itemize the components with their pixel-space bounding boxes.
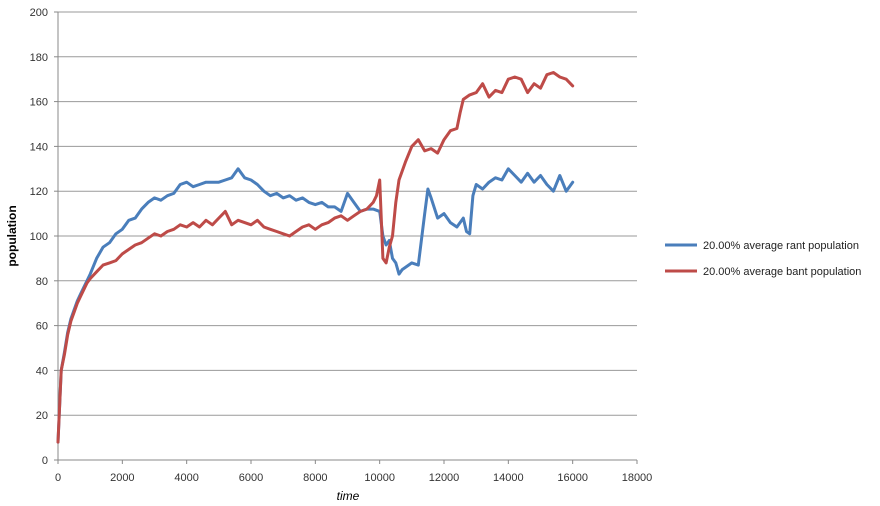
x-tick-label: 12000 — [429, 472, 460, 484]
y-tick-label: 200 — [30, 7, 48, 19]
series-line-bant — [56, 71, 575, 444]
legend: 20.00% average rant population 20.00% ave… — [665, 240, 861, 278]
gridlines — [58, 11, 637, 416]
y-tick-label: 40 — [36, 365, 48, 377]
y-tick-label: 160 — [30, 97, 48, 109]
x-tick-label: 4000 — [174, 472, 198, 484]
legend-label: 20.00% average bant population — [703, 266, 861, 278]
x-tick-label: 14000 — [493, 472, 524, 484]
y-axis-title: population — [5, 205, 19, 266]
x-tick-label: 2000 — [110, 472, 134, 484]
y-tick-label: 120 — [30, 186, 48, 198]
x-tick-label: 6000 — [239, 472, 263, 484]
x-axis-ticks: 0 2000 4000 6000 8000 10000 12000 14000 16000 180… — [55, 460, 652, 484]
y-tick-label: 20 — [36, 410, 48, 422]
y-tick-label: 180 — [30, 52, 48, 64]
x-tick-label: 16000 — [557, 472, 588, 484]
series-line-rant — [56, 167, 575, 444]
x-tick-label: 0 — [55, 472, 61, 484]
y-tick-label: 80 — [36, 276, 48, 288]
x-tick-label: 18000 — [622, 472, 653, 484]
x-axis-title: time — [337, 489, 360, 503]
y-tick-label: 100 — [30, 231, 48, 243]
legend-label: 20.00% average rant population — [703, 240, 859, 252]
x-tick-label: 8000 — [303, 472, 327, 484]
y-tick-label: 60 — [36, 321, 48, 333]
y-tick-label: 140 — [30, 141, 48, 153]
y-tick-label: 0 — [42, 455, 48, 467]
x-tick-label: 10000 — [364, 472, 395, 484]
y-axis-ticks: 0 20 40 60 80 100 120 140 160 180 200 — [30, 7, 58, 467]
series-lines — [56, 71, 575, 444]
